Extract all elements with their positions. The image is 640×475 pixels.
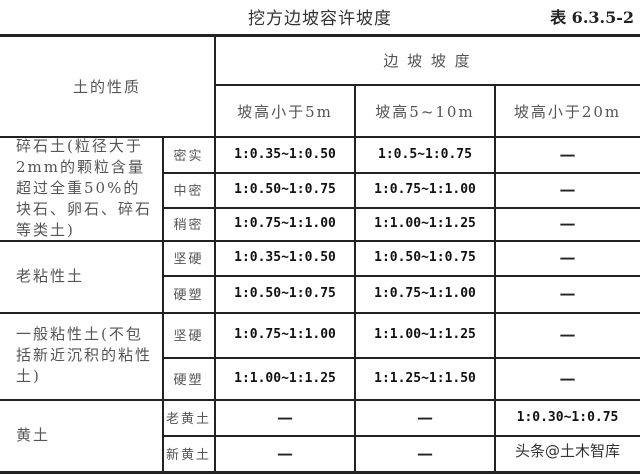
header-divider	[215, 84, 640, 86]
soil-state: 坚硬	[173, 252, 204, 267]
slope-value: 1:0.75~1:1.00	[374, 286, 476, 301]
column-divider	[354, 85, 356, 472]
group-divider	[0, 312, 640, 314]
slope-value: 1:0.75~1:1.00	[234, 216, 336, 231]
header-slope: 边 坡 坡 度	[383, 52, 472, 70]
soil-state: 坚硬	[173, 329, 204, 344]
slope-value: 1:1.00~1:1.25	[234, 370, 336, 386]
watermark: 头条@土木智库	[514, 442, 620, 460]
slope-value: 1:1.25~1:1.50	[374, 370, 476, 386]
slope-value: 1:0.30~1:0.75	[516, 409, 619, 425]
row-divider	[163, 435, 640, 437]
slope-value: —	[277, 444, 293, 463]
slope-value: —	[417, 444, 433, 463]
header-col: 坡高小于20m	[513, 102, 622, 121]
table-top-rule	[0, 34, 640, 37]
table-number: 表 6.3.5-2	[550, 8, 634, 27]
soil-state: 新黄土	[165, 448, 211, 463]
column-divider	[162, 137, 164, 472]
group-divider	[0, 399, 640, 401]
soil-state: 硬塑	[173, 372, 204, 388]
slope-value: —	[559, 214, 576, 233]
slope-value: —	[559, 248, 576, 267]
soil-group-name: 碎石土(粒径大于2mm的颗粒含量超过全重50%的块石、卵石、碎石等类土)	[16, 137, 153, 239]
slope-value: —	[559, 145, 576, 164]
row-divider	[163, 357, 640, 359]
soil-group-name: 老粘性土	[16, 266, 85, 285]
header-col: 坡高小于5m	[237, 102, 333, 121]
slope-value: 1:0.50~1:0.75	[234, 182, 336, 197]
table-title: 挖方边坡容许坡度	[248, 9, 392, 29]
slope-value: 1:0.75~1:1.00	[234, 327, 336, 342]
slope-value: —	[559, 284, 576, 303]
soil-group-name: 一般粘性土(不包括新近沉积的粘性土)	[16, 325, 153, 385]
slope-value: —	[559, 325, 576, 344]
row-divider	[163, 172, 640, 174]
slope-value: —	[277, 407, 293, 427]
slope-value: —	[559, 368, 576, 388]
header-soil: 土的性质	[72, 78, 141, 96]
soil-group-name: 黄土	[16, 426, 51, 444]
slope-value: 1:0.50~1:0.75	[374, 250, 476, 265]
header-col: 坡高5~10m	[375, 102, 475, 121]
slope-value: 1:0.50~1:0.75	[234, 286, 336, 301]
header-bottom-rule	[0, 136, 640, 138]
slope-value: 1:0.5~1:0.75	[378, 147, 472, 162]
slope-value: 1:1.00~1:1.25	[374, 327, 476, 342]
slope-value: —	[559, 180, 576, 199]
soil-state: 中密	[173, 184, 204, 199]
slope-value: 1:1.00~1:1.25	[374, 216, 476, 231]
group-divider	[0, 240, 640, 242]
soil-state: 老黄土	[165, 411, 211, 427]
table-bottom-rule	[0, 471, 640, 474]
column-divider	[214, 36, 216, 472]
slope-value: 1:0.75~1:1.00	[374, 182, 476, 197]
slope-value: 1:0.35~1:0.50	[234, 147, 336, 162]
slope-value: —	[417, 407, 433, 427]
soil-state: 稍密	[173, 218, 204, 233]
soil-state: 密实	[173, 149, 204, 164]
soil-state: 硬塑	[173, 288, 204, 303]
row-divider	[163, 275, 640, 277]
column-divider	[494, 85, 496, 472]
row-divider	[163, 207, 640, 209]
slope-value: 1:0.35~1:0.50	[234, 250, 336, 265]
